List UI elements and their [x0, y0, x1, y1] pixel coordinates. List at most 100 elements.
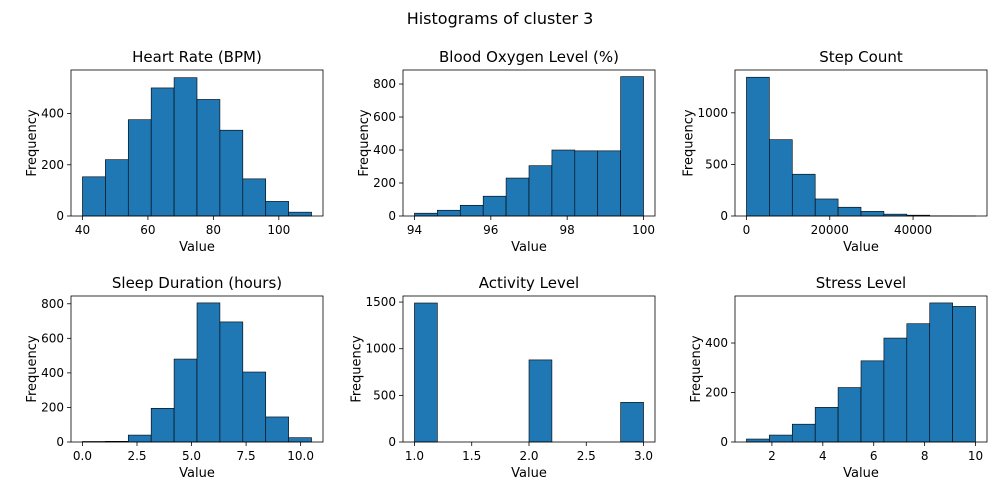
subplot-6: 2 4 6 8 10 0 200 400 Stress Level Value Frequency: [689, 274, 988, 481]
x-tick-label: 80: [206, 223, 221, 237]
histogram-bar: [505, 177, 530, 217]
axes-frame: [70, 295, 324, 443]
y-tick-label: 500: [373, 388, 396, 402]
histogram-bar: [746, 438, 770, 443]
histogram-bar: [265, 416, 289, 443]
subplot-5: 1.0 1.5 2.0 2.5 3.0 0 500 1000 1500 Activity Leve…: [350, 274, 656, 481]
y-tick-label: 200: [373, 176, 396, 190]
histogram-bar: [242, 178, 267, 217]
x-tick-label: 2.5: [577, 449, 596, 463]
y-tick-label: 0: [720, 209, 728, 223]
x-axis-label: Value: [843, 466, 879, 481]
subplot-1: 40 60 80 100 0 200 400 Heart Rate (BPM) Value Fre…: [25, 48, 324, 255]
y-tick-label: 600: [41, 331, 64, 345]
y-tick-label: 0: [388, 209, 396, 223]
histogram-bar: [482, 195, 507, 217]
y-tick-label: 400: [41, 366, 64, 380]
subplot-title: Sleep Duration (hours): [112, 274, 282, 292]
y-axis-label: Frequency: [357, 109, 372, 176]
y-axis-label: Frequency: [689, 335, 704, 402]
histogram-bar: [219, 321, 244, 443]
y-tick-label: 0: [56, 209, 64, 223]
x-tick-label: 40000: [894, 223, 932, 237]
y-tick-label: 1000: [365, 342, 396, 356]
y-tick-label: 0: [388, 435, 396, 449]
x-tick-label: 3.0: [634, 449, 653, 463]
axes-frame: [402, 69, 656, 217]
histogram-bar: [288, 211, 312, 217]
x-tick-label: 100: [267, 223, 290, 237]
x-tick-label: 6: [870, 449, 878, 463]
subplot-title: Activity Level: [479, 274, 579, 292]
x-tick-label: 100: [632, 223, 655, 237]
histogram-bar: [574, 150, 599, 217]
x-tick-label: 20000: [811, 223, 849, 237]
histogram-bar: [459, 204, 484, 217]
x-axis-label: Value: [511, 240, 547, 255]
histogram-bar: [437, 209, 461, 217]
histogram-bar: [860, 211, 885, 217]
histogram-bar: [814, 198, 839, 217]
subplot-title: Stress Level: [816, 274, 906, 292]
y-axis-label: Frequency: [350, 335, 365, 402]
histogram-bar: [219, 129, 244, 217]
y-tick-label: 600: [373, 110, 396, 124]
x-tick-label: 2.0: [519, 449, 538, 463]
y-tick-label: 1000: [697, 106, 728, 120]
histogram-bar: [620, 402, 644, 443]
subplot-title: Step Count: [819, 48, 903, 66]
x-tick-label: 2: [768, 449, 776, 463]
y-tick-label: 800: [373, 77, 396, 91]
histogram-bar: [196, 302, 221, 443]
histogram-bar: [127, 434, 152, 443]
y-tick-label: 800: [41, 297, 64, 311]
y-axis-label: Frequency: [25, 109, 40, 176]
x-tick-label: 40: [75, 223, 90, 237]
histogram-bar: [791, 173, 816, 217]
y-tick-label: 400: [705, 336, 728, 350]
histogram-bar: [288, 437, 312, 443]
x-tick-label: 98: [560, 223, 575, 237]
histogram-bar: [528, 359, 553, 443]
x-tick-label: 10: [968, 449, 983, 463]
subplot-title: Blood Oxygen Level (%): [439, 48, 619, 66]
histogram-bar: [837, 387, 862, 443]
y-tick-label: 400: [41, 107, 64, 121]
x-tick-label: 94: [407, 223, 422, 237]
subplot-2: 94 96 98 100 0 200 400 600 800 Blood Oxygen Level…: [357, 48, 656, 255]
histogram-bar: [814, 407, 839, 443]
subplot-title: Heart Rate (BPM): [132, 48, 262, 66]
x-tick-label: 5.0: [182, 449, 201, 463]
y-tick-label: 200: [41, 158, 64, 172]
x-axis-label: Value: [843, 240, 879, 255]
histogram-bar: [265, 201, 289, 217]
x-axis-label: Value: [179, 240, 215, 255]
histogram-bar: [883, 337, 908, 443]
figure-suptitle: Histograms of cluster 3: [407, 9, 594, 28]
histogram-bar: [769, 139, 793, 217]
histogram-bar: [528, 165, 553, 217]
subplot-4: 0.0 2.5 5.0 7.5 10.0 0 200 400 600 800 Sleep Durat…: [25, 274, 324, 481]
axes-frame: [734, 69, 988, 217]
y-tick-label: 200: [41, 400, 64, 414]
histogram-bar: [929, 302, 953, 443]
axes-frame: [70, 69, 324, 217]
histogram-bar: [791, 423, 816, 443]
histogram-bar: [620, 76, 644, 217]
x-tick-label: 1.5: [462, 449, 481, 463]
axes-frame: [734, 295, 988, 443]
y-tick-label: 500: [705, 157, 728, 171]
y-tick-label: 1500: [365, 295, 396, 309]
histogram-bar: [551, 149, 576, 217]
histogram-bar: [196, 99, 221, 217]
histogram-bar: [860, 360, 885, 443]
x-axis-label: Value: [511, 466, 547, 481]
histogram-bar: [414, 302, 438, 443]
histogram-bar: [150, 87, 175, 217]
y-tick-label: 200: [705, 386, 728, 400]
histogram-bar: [837, 206, 862, 217]
x-tick-label: 0.0: [73, 449, 92, 463]
x-tick-label: 10.0: [287, 449, 314, 463]
histogram-bar: [127, 119, 152, 217]
